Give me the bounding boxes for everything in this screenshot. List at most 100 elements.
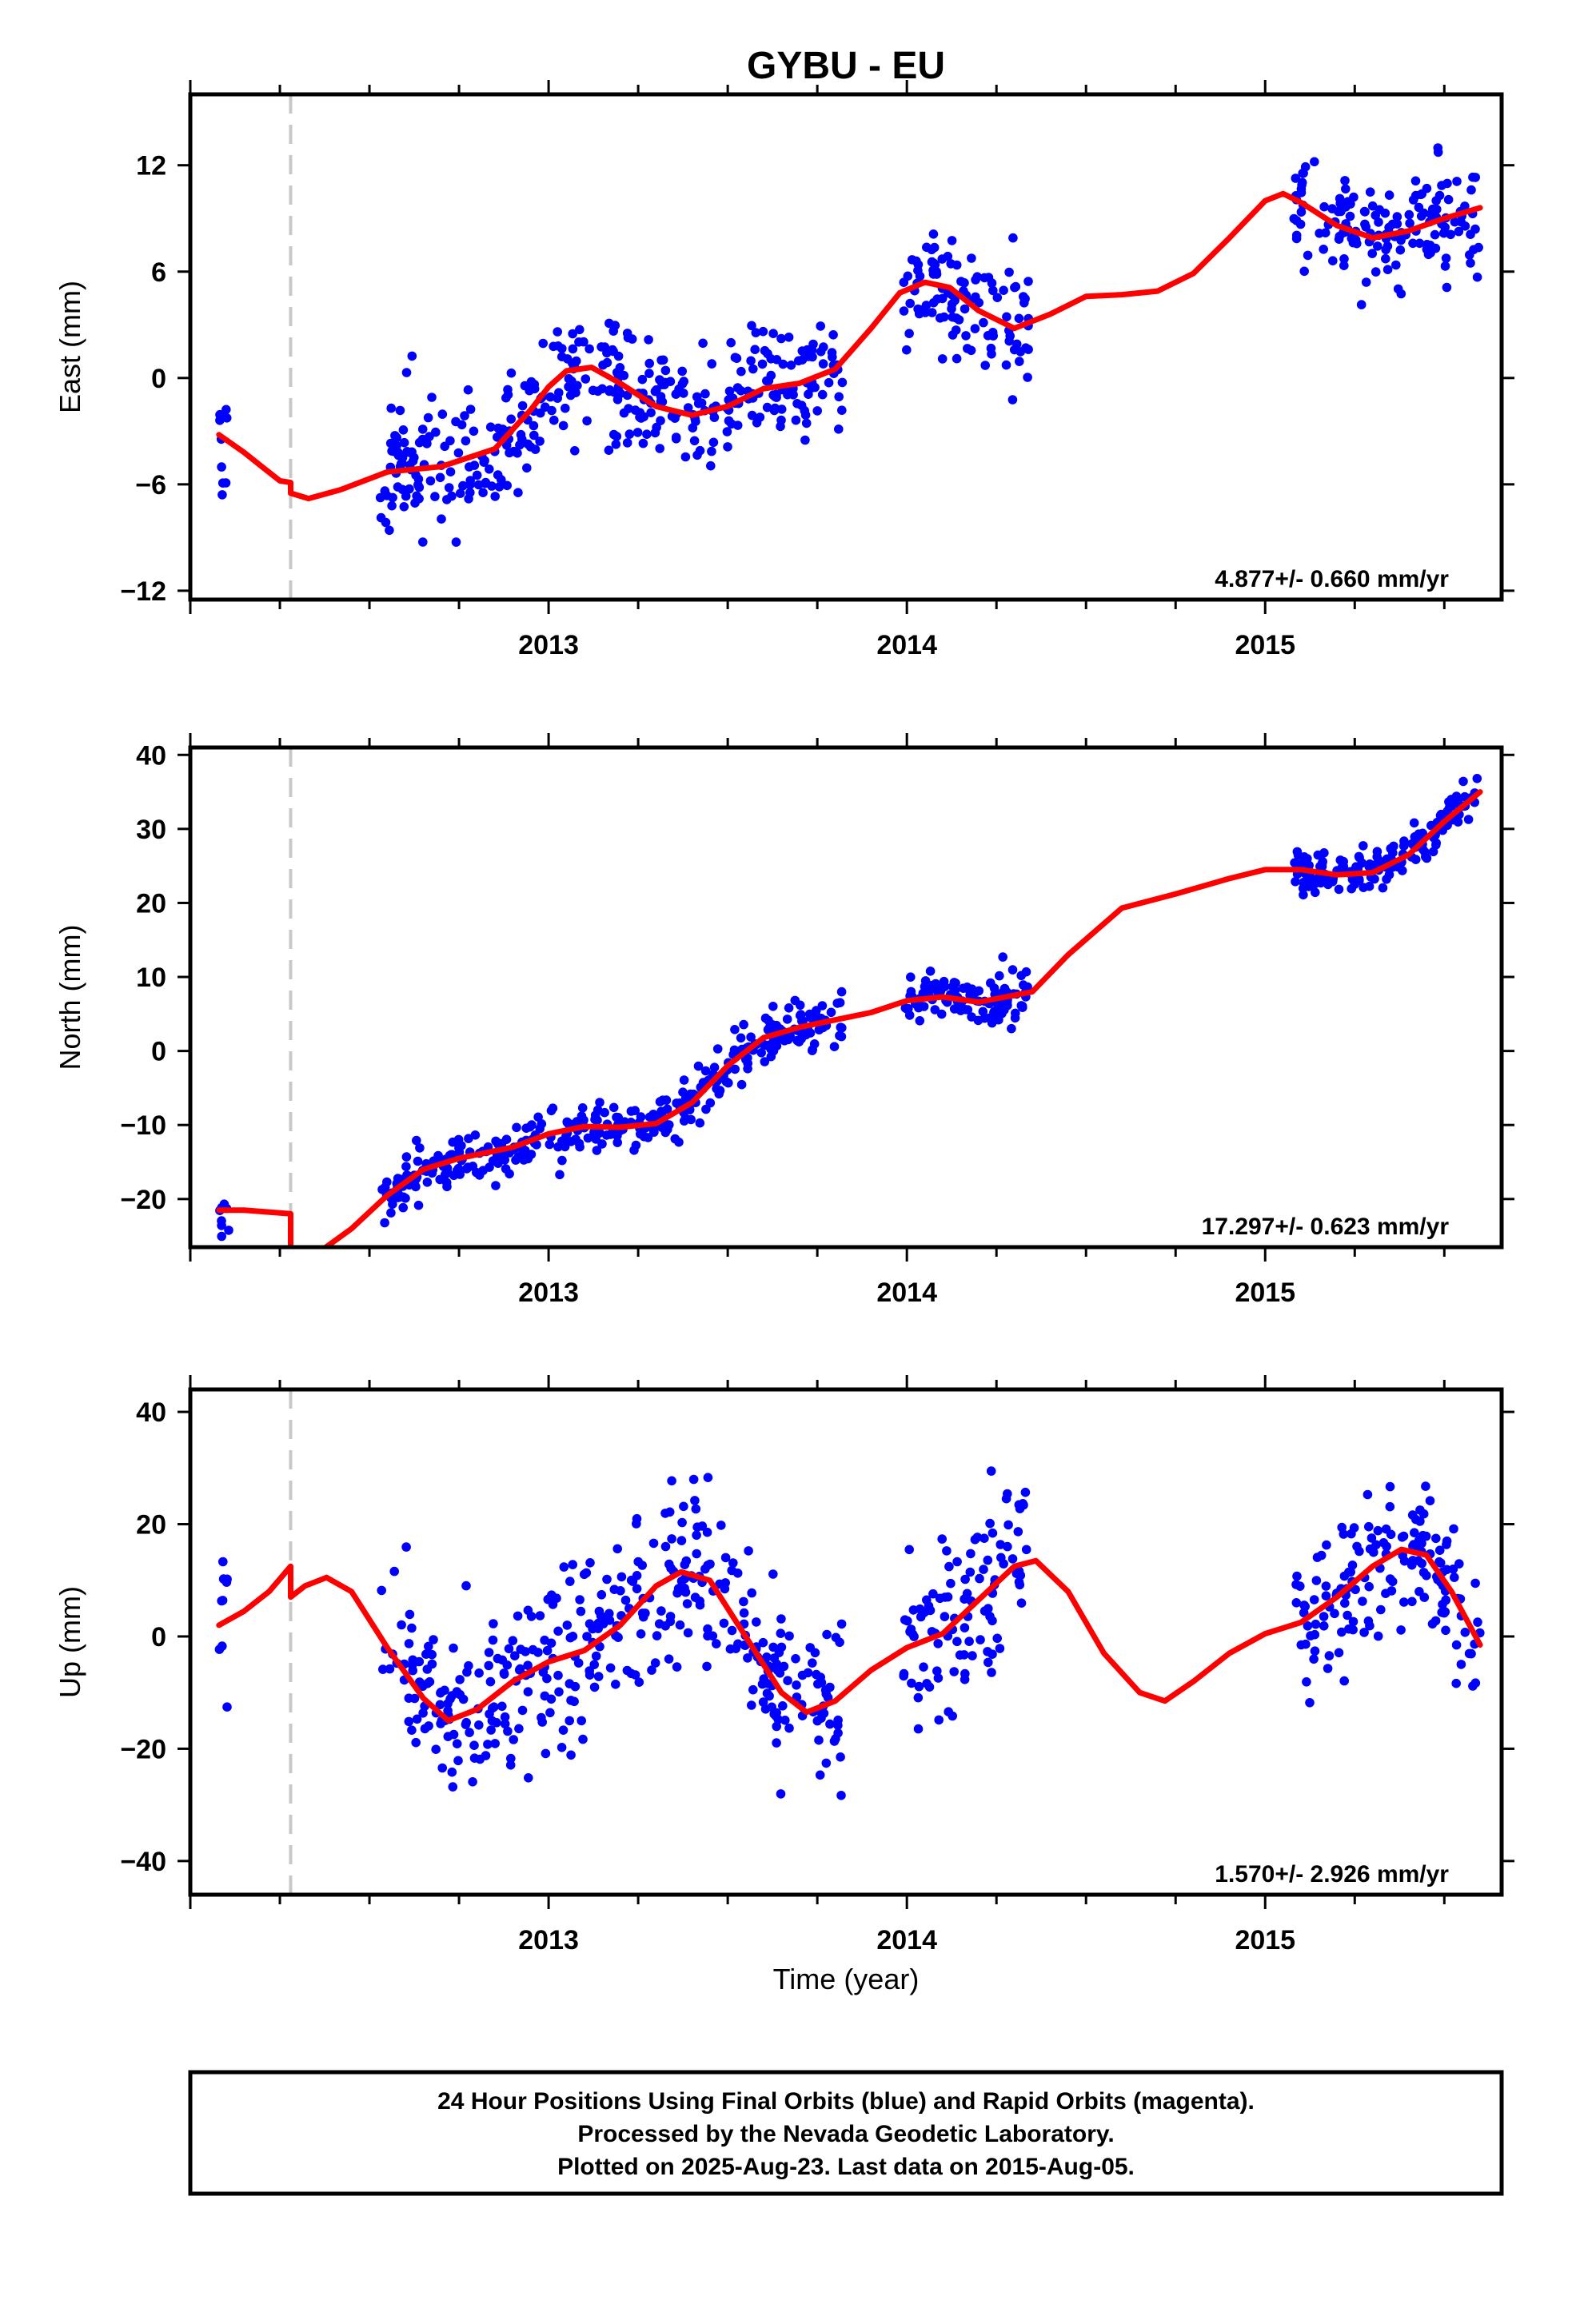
up-data-point [833, 1715, 843, 1725]
east-data-point [522, 463, 532, 473]
up-data-point [453, 1756, 463, 1766]
up-data-point [589, 1682, 600, 1692]
east-data-point [1291, 173, 1301, 183]
up-data-point [490, 1739, 500, 1748]
north-frame [188, 745, 1504, 1250]
north-data-point [948, 983, 959, 992]
east-data-point [762, 402, 772, 413]
east-data-point [458, 480, 468, 491]
north-data-point [577, 1103, 588, 1113]
up-data-point [469, 1740, 479, 1750]
east-data-point [460, 411, 469, 421]
north-data-point [1414, 829, 1424, 839]
up-data-point [517, 1705, 528, 1716]
east-data-point [612, 395, 623, 405]
up-data-point [1003, 1541, 1012, 1552]
north-data-point [412, 1135, 421, 1146]
north-x-tick-label: 2015 [1235, 1278, 1295, 1308]
east-data-point [604, 445, 614, 455]
up-data-point [702, 1527, 712, 1537]
north-data-point [1291, 877, 1300, 887]
north-data-point [401, 1152, 412, 1162]
chart-title: GYBU - EU [747, 45, 945, 87]
up-data-point [508, 1636, 518, 1645]
east-frame [188, 92, 1504, 602]
east-data-point [1396, 289, 1406, 299]
up-data-point [1292, 1571, 1302, 1581]
up-data-point [966, 1549, 976, 1559]
east-data-point [1015, 357, 1024, 366]
east-data-point [485, 422, 496, 432]
up-x-tick-label: 2015 [1235, 1925, 1295, 1955]
east-data-point [1434, 190, 1445, 201]
east-data-point [827, 348, 837, 357]
up-rate-label: 1.570+/- 2.926 mm/yr [1215, 1861, 1449, 1888]
east-data-point [746, 356, 756, 366]
east-data-point [1299, 266, 1309, 277]
north-data-point [693, 1061, 704, 1071]
north-data-point [760, 1013, 771, 1023]
east-data-point [751, 328, 761, 337]
up-data-point [533, 1648, 543, 1657]
up-data-point [1363, 1489, 1373, 1500]
up-data-point [464, 1660, 473, 1671]
north-data-point [906, 972, 916, 982]
east-data-point [1381, 245, 1390, 255]
up-data-point [812, 1669, 821, 1680]
up-data-point [679, 1501, 688, 1512]
north-data-point [829, 1042, 840, 1051]
north-data-point [832, 999, 842, 1008]
east-data-point [529, 430, 539, 440]
east-data-point [1319, 245, 1328, 254]
up-data-point [569, 1696, 579, 1707]
east-data-point [755, 413, 765, 422]
east-data-point [430, 492, 440, 501]
east-data-point [1339, 254, 1349, 264]
north-data-point [1409, 818, 1419, 828]
footer-line-1: 24 Hour Positions Using Final Orbits (bl… [437, 2088, 1255, 2115]
up-data-point [916, 1612, 926, 1622]
up-data-point [484, 1660, 493, 1671]
north-data-point [1016, 1001, 1027, 1011]
up-data-point [502, 1660, 513, 1670]
east-rate-label: 4.877+/- 0.660 mm/yr [1215, 566, 1449, 592]
up-data-point [1309, 1654, 1319, 1664]
up-data-point [489, 1619, 498, 1628]
up-data-point [427, 1659, 437, 1669]
east-data-point [506, 368, 517, 378]
north-data-point [730, 1025, 740, 1034]
east-panel: 2013 2014 2015 −12 −6 0 6 12 East (mm) 4.877+/- 0… [54, 80, 1514, 660]
up-data-point [483, 1740, 493, 1749]
up-data-point [716, 1521, 726, 1530]
east-data-point [451, 537, 461, 547]
up-data-point [1319, 1621, 1329, 1631]
north-data-point [505, 1169, 514, 1179]
east-data-point [928, 297, 939, 308]
north-data-point [949, 1004, 960, 1014]
north-data-point [442, 1182, 452, 1192]
up-data-point [995, 1540, 1005, 1549]
east-data-point [581, 374, 591, 384]
up-data-point [747, 1700, 756, 1710]
north-data-point [721, 1077, 732, 1086]
up-data-point [637, 1608, 648, 1618]
up-data-point [1351, 1585, 1360, 1595]
up-points [214, 1466, 1485, 1800]
east-data-point [493, 433, 502, 442]
north-data-point [413, 1156, 423, 1166]
east-data-point [928, 229, 939, 239]
east-data-point [644, 369, 654, 378]
north-data-point [1347, 883, 1356, 894]
east-data-point [435, 472, 445, 483]
up-data-point [1386, 1586, 1397, 1596]
up-data-point [222, 1702, 232, 1712]
east-data-point [764, 376, 774, 386]
north-data-point [1365, 861, 1375, 871]
north-data-point [217, 1216, 226, 1226]
east-data-point [461, 436, 471, 446]
up-data-point [778, 1701, 788, 1711]
east-data-point [899, 306, 909, 316]
east-data-point [485, 464, 494, 474]
east-data-point [455, 488, 465, 498]
east-data-point [408, 456, 418, 466]
